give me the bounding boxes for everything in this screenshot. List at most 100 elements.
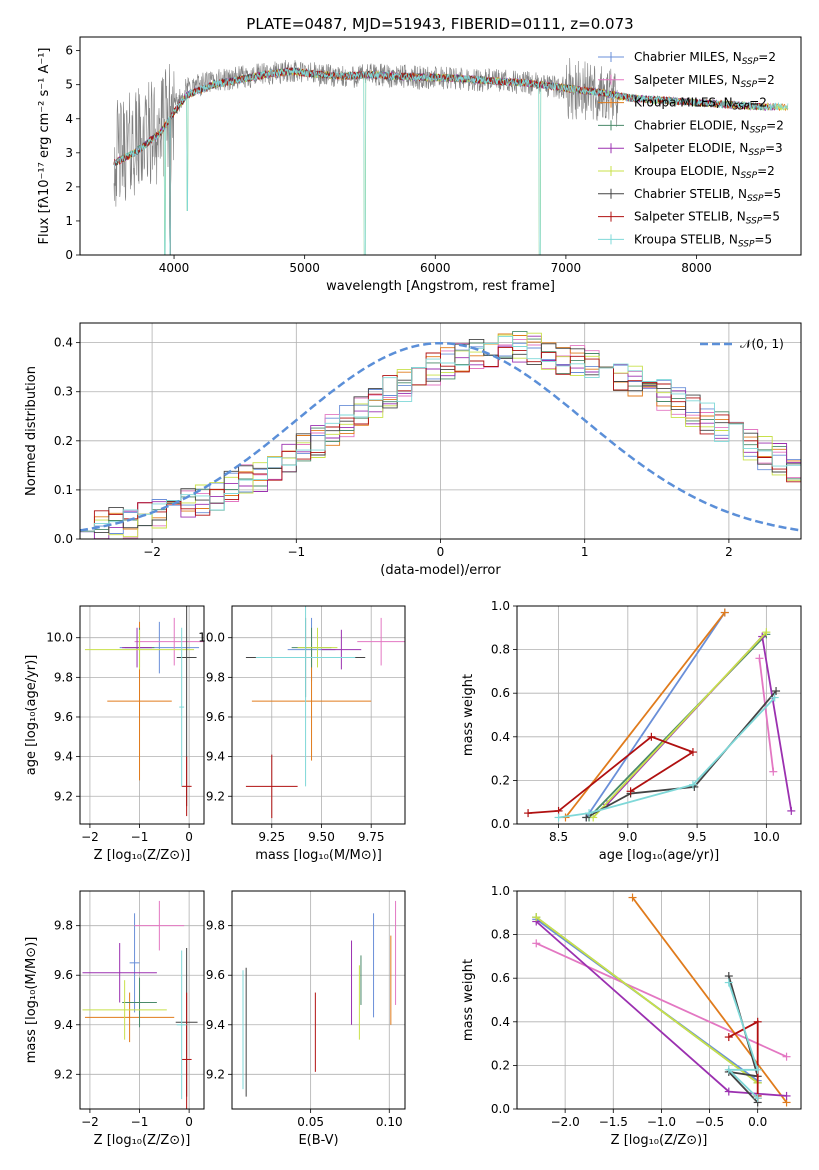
- age-vs-Z-ylabel: age [log₁₀(age/yr)]: [24, 655, 39, 776]
- weight-vs-Z-ytick-label: 1.0: [491, 884, 510, 898]
- spectrum-ytick-label: 0: [65, 248, 73, 262]
- age-vs-mass-frame: [231, 605, 406, 825]
- age-vs-Z-xtick-label: −2: [81, 830, 99, 844]
- legend-label-suffix: =3: [765, 141, 783, 155]
- weight-vs-Z-xtick-label: −2.0: [551, 1115, 580, 1129]
- spectrum-ylabel: Flux [fλ10⁻¹⁷ erg cm⁻² s⁻¹ A⁻¹]: [37, 48, 52, 245]
- legend-label: Salpeter ELODIE, NSSP=3: [634, 141, 783, 158]
- mass-vs-EBV-ytick-label: 9.6: [206, 968, 225, 982]
- residual-histogram-xtick-label: 2: [725, 545, 733, 559]
- mass-vs-Z-ytick-label: 9.8: [54, 919, 73, 933]
- weight-vs-age-series-line: [758, 658, 775, 772]
- legend-label-subscript: SSP: [742, 57, 759, 67]
- legend-label-suffix: =2: [757, 73, 775, 87]
- weight-vs-age-marks: [524, 608, 796, 822]
- mass-vs-Z-frame: [79, 890, 205, 1110]
- legend-label-suffix: =5: [754, 232, 772, 246]
- weight-vs-Z-xtick-label: −1.5: [599, 1115, 628, 1129]
- mass-vs-Z-ytick-label: 9.6: [54, 968, 73, 982]
- spectrum-xtick-label: 5000: [289, 261, 320, 275]
- age-vs-mass-ytick-label: 9.4: [206, 750, 225, 764]
- legend-label-text: Chabrier STELIB, N: [634, 187, 747, 201]
- legend-label-suffix: =2: [766, 118, 784, 132]
- weight-vs-Z-xtick-label: −0.5: [695, 1115, 724, 1129]
- weight-vs-Z-xtick-label: 0.0: [748, 1115, 767, 1129]
- weight-vs-Z-ytick-label: 0.4: [491, 1015, 510, 1029]
- age-vs-Z-xtick-label: −1: [131, 830, 149, 844]
- legend-label: Chabrier STELIB, NSSP=5: [634, 187, 781, 204]
- weight-vs-age-xtick-label: 9.5: [688, 830, 707, 844]
- legend-label: Chabrier MILES, NSSP=2: [634, 50, 776, 67]
- legend-label-text: Kroupa STELIB, N: [634, 232, 738, 246]
- mass-vs-EBV-ytick-label: 9.2: [206, 1067, 225, 1081]
- weight-vs-Z-axes: −2.0 −1.5 −1.0 −0.5 0.0 0.0 0.2 0.4 0.6 0.8 1.0 Z […: [461, 884, 802, 1148]
- age-vs-mass-marks: [245, 606, 405, 819]
- legend-label-text: Kroupa MILES, N: [634, 96, 733, 110]
- mass-vs-Z-xlabel: Z [log₁₀(Z/Z⊙)]: [94, 1133, 191, 1148]
- mass-vs-EBV-ytick-label: 9.8: [206, 919, 225, 933]
- age-vs-mass-axes: 9.25 9.50 9.75 9.2 9.4 9.6 9.8 10.0 mass [log₁₀(…: [198, 605, 406, 863]
- age-vs-Z-xlabel: Z [log₁₀(Z/Z⊙)]: [94, 848, 191, 863]
- weight-vs-age-frame: [516, 605, 802, 825]
- plots: 4000 5000 6000 7000 8000 0 1 2 3 4 5 6 wavelength [A…: [24, 36, 802, 1148]
- mass-vs-EBV-axes: 0.05 0.10 9.2 9.4 9.6 9.8 E(B-V): [206, 890, 406, 1148]
- age-vs-Z-marks: [84, 606, 204, 817]
- weight-vs-Z-ytick-label: 0.8: [491, 928, 510, 942]
- mass-vs-EBV-xlabel: E(B-V): [298, 1133, 338, 1148]
- weight-vs-Z-ylabel: mass weight: [461, 959, 476, 1041]
- spectrum-axes: 4000 5000 6000 7000 8000 0 1 2 3 4 5 6 wavelength [A…: [37, 36, 802, 294]
- weight-vs-age-xtick-label: 8.5: [549, 830, 568, 844]
- age-vs-mass-xtick-label: 9.50: [308, 830, 335, 844]
- spectrum-ytick-label: 2: [65, 180, 73, 194]
- age-vs-mass-ytick-label: 9.8: [206, 670, 225, 684]
- weight-vs-age-xtick-label: 10.0: [753, 830, 780, 844]
- residual-histogram-xlabel: (data-model)/error: [380, 563, 501, 578]
- legend-label: Salpeter STELIB, NSSP=5: [634, 210, 780, 227]
- residual-histogram-ytick-label: 0.2: [54, 434, 73, 448]
- weight-vs-Z-ytick-label: 0.2: [491, 1058, 510, 1072]
- weight-vs-age-ytick-label: 1.0: [491, 599, 510, 613]
- weight-vs-Z-xtick-label: −1.0: [647, 1115, 676, 1129]
- legend-label-subscript: SSP: [747, 194, 764, 204]
- age-vs-Z-xtick-label: 0: [185, 830, 193, 844]
- age-vs-mass-ytick-label: 10.0: [198, 631, 225, 645]
- residual-histogram-ytick-label: 0.3: [54, 385, 73, 399]
- age-vs-Z-ytick-label: 9.2: [54, 789, 73, 803]
- legend-label-subscript: SSP: [746, 217, 763, 227]
- mass-vs-Z-ylabel: mass [log₁₀(M/M⊙)]: [24, 937, 39, 1064]
- legend-label-suffix: =2: [758, 50, 776, 64]
- spectrum-xtick-label: 8000: [681, 261, 712, 275]
- mass-vs-EBV-ytick-label: 9.4: [206, 1018, 225, 1032]
- weight-vs-age-series-line: [592, 631, 768, 819]
- spectrum-ytick-label: 1: [65, 214, 73, 228]
- spectrum-model-line: [113, 67, 789, 255]
- residual-histogram-ytick-label: 0.4: [54, 336, 73, 350]
- legend-label-text: Salpeter STELIB, N: [634, 210, 746, 224]
- legend-label-suffix: =5: [764, 187, 782, 201]
- age-vs-Z-ytick-label: 9.8: [54, 670, 73, 684]
- legend-label-text: Salpeter MILES, N: [634, 73, 741, 87]
- age-vs-Z-ytick-label: 10.0: [46, 631, 73, 645]
- mass-vs-Z-marks: [82, 900, 198, 1109]
- weight-vs-Z-series-line: [535, 942, 787, 1058]
- residual-histogram-xtick-label: −1: [287, 545, 305, 559]
- legend-label: Chabrier ELODIE, NSSP=2: [634, 118, 784, 135]
- mass-vs-Z-ytick-label: 9.2: [54, 1067, 73, 1081]
- residual-histogram-xtick-label: 1: [581, 545, 589, 559]
- legend-label-subscript: SSP: [738, 239, 755, 249]
- spectrum-ytick-label: 6: [65, 44, 73, 58]
- legend-label-suffix: =2: [749, 96, 767, 110]
- legend-label: Kroupa ELODIE, NSSP=2: [634, 164, 775, 181]
- spectrum-ytick-label: 4: [65, 112, 73, 126]
- figure-title: PLATE=0487, MJD=51943, FIBERID=0111, z=0…: [246, 15, 633, 33]
- weight-vs-Z-frame: [516, 890, 802, 1110]
- weight-vs-age-xtick-label: 9.0: [618, 830, 637, 844]
- legend-label-subscript: SSP: [741, 171, 758, 181]
- weight-vs-age-ylabel: mass weight: [461, 674, 476, 756]
- weight-vs-age-series-line: [585, 611, 726, 819]
- residual-histogram-marks: [80, 331, 801, 539]
- normal-curve: [80, 341, 801, 532]
- mass-vs-Z-xtick-label: −1: [131, 1115, 149, 1129]
